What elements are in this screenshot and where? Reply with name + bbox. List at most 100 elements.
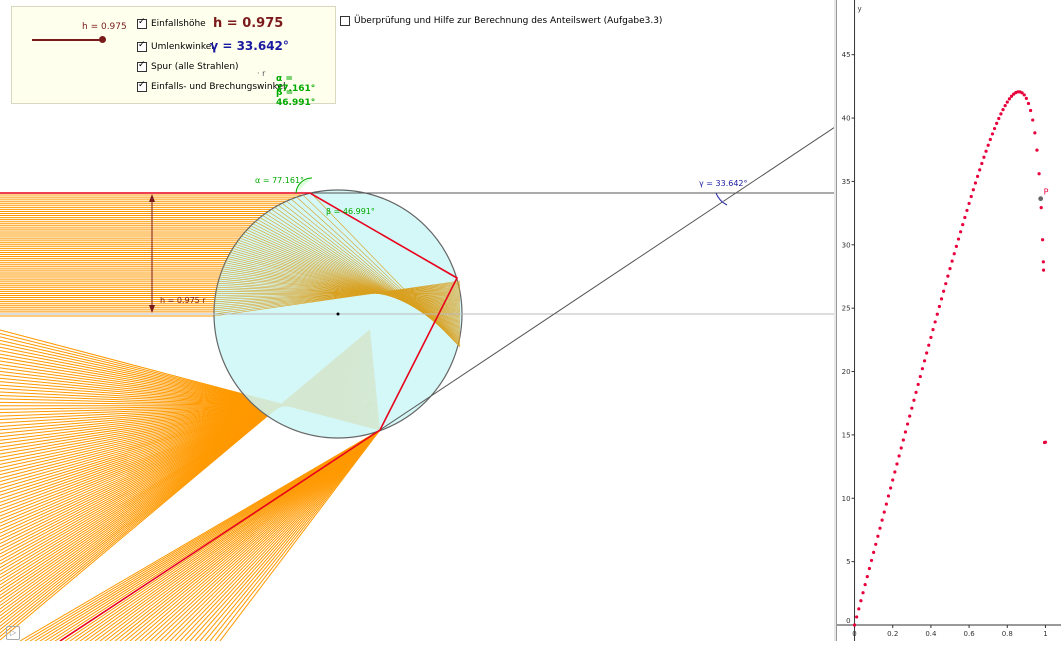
data-point bbox=[868, 567, 871, 570]
y-tick-label: 30 bbox=[842, 241, 851, 249]
help-checkbox[interactable]: Überprüfung und Hilfe zur Berechnung des… bbox=[340, 16, 662, 26]
umlenkwinkel-value: γ = 33.642° bbox=[210, 39, 289, 53]
x-tick-label: 0.2 bbox=[887, 630, 898, 638]
data-point bbox=[891, 478, 894, 481]
play-icon[interactable]: ▷ bbox=[6, 626, 20, 640]
data-point bbox=[908, 415, 911, 418]
data-point bbox=[919, 375, 922, 378]
data-point bbox=[921, 367, 924, 370]
data-point bbox=[957, 237, 960, 240]
checkbox-icon[interactable] bbox=[137, 62, 147, 72]
geometry-view[interactable]: α = 77.161° β = 46.991° γ = 33.642° h = … bbox=[0, 0, 835, 641]
data-point bbox=[1006, 100, 1009, 103]
y-tick-label: 0 bbox=[846, 617, 850, 625]
data-point bbox=[883, 511, 886, 514]
data-point bbox=[938, 305, 941, 308]
data-point bbox=[872, 551, 875, 554]
h-slider-handle[interactable] bbox=[99, 36, 106, 43]
beta-value: β = 46.991° bbox=[276, 88, 335, 108]
data-point bbox=[976, 175, 979, 178]
x-tick-label: 1 bbox=[1043, 630, 1047, 638]
einfallshoehe-checkbox[interactable]: Einfallshöhe bbox=[137, 19, 206, 29]
y-tick-label: 35 bbox=[842, 178, 851, 186]
data-point bbox=[1008, 97, 1011, 100]
h-slider[interactable] bbox=[32, 39, 103, 41]
data-point bbox=[897, 454, 900, 457]
data-point bbox=[904, 430, 907, 433]
data-point bbox=[991, 132, 994, 135]
data-point bbox=[987, 144, 990, 147]
point-p[interactable] bbox=[1038, 196, 1043, 201]
umlenkwinkel-checkbox[interactable]: Umlenkwinkel bbox=[137, 42, 214, 52]
data-point bbox=[940, 297, 943, 300]
data-point bbox=[1004, 104, 1007, 107]
data-point bbox=[944, 282, 947, 285]
data-point bbox=[1037, 172, 1040, 175]
height-canvas-label: h = 0.975 r bbox=[160, 296, 206, 305]
data-point bbox=[893, 470, 896, 473]
data-point bbox=[997, 117, 1000, 120]
checkbox-icon[interactable] bbox=[137, 82, 147, 92]
data-point bbox=[923, 359, 926, 362]
y-tick-label: 20 bbox=[842, 368, 851, 376]
data-point bbox=[982, 156, 985, 159]
data-point bbox=[861, 591, 864, 594]
winkel-checkbox[interactable]: Einfalls- und Brechungswinkel bbox=[137, 82, 286, 92]
data-point bbox=[895, 462, 898, 465]
data-point bbox=[1027, 102, 1030, 105]
data-point bbox=[974, 181, 977, 184]
y-tick-label: 40 bbox=[842, 115, 851, 123]
spur-label: Spur (alle Strahlen) bbox=[151, 62, 239, 72]
data-point bbox=[1023, 93, 1026, 96]
checkbox-icon[interactable] bbox=[137, 19, 147, 29]
gamma-canvas-label: γ = 33.642° bbox=[699, 179, 748, 188]
data-point bbox=[1043, 441, 1046, 444]
checkbox-icon[interactable] bbox=[340, 16, 350, 26]
data-point bbox=[1029, 109, 1032, 112]
checkbox-icon[interactable] bbox=[137, 42, 147, 52]
data-point bbox=[927, 344, 930, 347]
data-point bbox=[912, 399, 915, 402]
beta-canvas-label: β = 46.991° bbox=[326, 207, 375, 216]
data-point bbox=[967, 202, 970, 205]
data-point bbox=[1033, 131, 1036, 134]
data-point bbox=[931, 328, 934, 331]
x-tick-label: 0.8 bbox=[1002, 630, 1013, 638]
exit-ray bbox=[190, 430, 380, 641]
data-point bbox=[1031, 118, 1034, 121]
data-point bbox=[961, 223, 964, 226]
y-tick-label: 25 bbox=[842, 305, 851, 313]
data-point bbox=[917, 383, 920, 386]
help-checkbox-label: Überprüfung und Hilfe zur Berechnung des… bbox=[354, 16, 662, 26]
data-point bbox=[972, 188, 975, 191]
data-point bbox=[999, 112, 1002, 115]
data-point bbox=[1042, 269, 1045, 272]
data-point bbox=[1040, 206, 1043, 209]
x-tick-label: 0.6 bbox=[964, 630, 976, 638]
data-point bbox=[980, 162, 983, 165]
data-point bbox=[934, 320, 937, 323]
data-point bbox=[900, 446, 903, 449]
data-point bbox=[936, 313, 939, 316]
y-tick-label: 5 bbox=[846, 558, 850, 566]
data-point bbox=[870, 559, 873, 562]
y-tick-label: 45 bbox=[842, 51, 851, 59]
data-point bbox=[993, 127, 996, 130]
spur-checkbox[interactable]: Spur (alle Strahlen) bbox=[137, 62, 239, 72]
data-point bbox=[942, 290, 945, 293]
data-point bbox=[929, 336, 932, 339]
point-p-label: P bbox=[1044, 188, 1049, 197]
data-point bbox=[955, 245, 958, 248]
exit-ray bbox=[220, 430, 380, 641]
center-point bbox=[337, 313, 340, 316]
data-point bbox=[878, 527, 881, 530]
data-point bbox=[965, 209, 968, 212]
data-point bbox=[959, 230, 962, 233]
data-point bbox=[864, 583, 867, 586]
data-point bbox=[853, 623, 856, 626]
data-point bbox=[984, 150, 987, 153]
data-point bbox=[902, 438, 905, 441]
